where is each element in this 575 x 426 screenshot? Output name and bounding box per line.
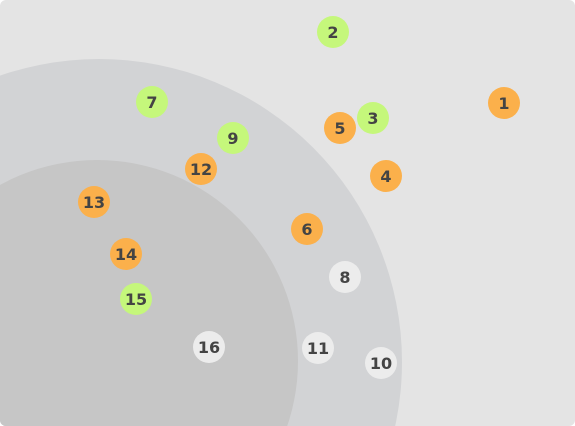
marker-9[interactable]: 9 bbox=[217, 122, 249, 154]
marker-13[interactable]: 13 bbox=[78, 186, 110, 218]
marker-8[interactable]: 8 bbox=[329, 261, 361, 293]
marker-3[interactable]: 3 bbox=[357, 102, 389, 134]
marker-1[interactable]: 1 bbox=[488, 87, 520, 119]
marker-6[interactable]: 6 bbox=[291, 213, 323, 245]
marker-11[interactable]: 11 bbox=[302, 332, 334, 364]
marker-5[interactable]: 5 bbox=[324, 112, 356, 144]
marker-15[interactable]: 15 bbox=[120, 283, 152, 315]
marker-12[interactable]: 12 bbox=[185, 153, 217, 185]
marker-14[interactable]: 14 bbox=[110, 238, 142, 270]
marker-16[interactable]: 16 bbox=[193, 331, 225, 363]
marker-10[interactable]: 10 bbox=[365, 347, 397, 379]
marker-2[interactable]: 2 bbox=[317, 16, 349, 48]
marker-4[interactable]: 4 bbox=[370, 160, 402, 192]
marker-7[interactable]: 7 bbox=[136, 86, 168, 118]
